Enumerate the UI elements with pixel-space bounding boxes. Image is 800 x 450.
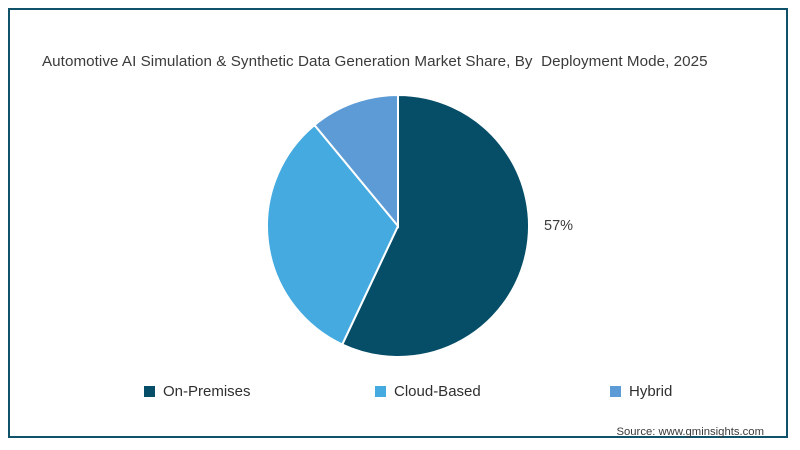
chart-card: Automotive AI Simulation & Synthetic Dat… [8,8,788,438]
legend-item-on-premises[interactable]: On-Premises [144,378,251,404]
chart-legend: On-Premises Cloud-Based Hybrid [10,378,790,404]
page-title: Automotive AI Simulation & Synthetic Dat… [42,53,708,70]
legend-swatch-icon [610,385,621,397]
pie-chart [10,10,790,440]
pie-slice [340,93,530,358]
pie-chart-svg [266,93,530,358]
source-attribution: Source: www.gminsights.com [616,426,764,438]
legend-swatch-icon [375,385,386,397]
legend-swatch-icon [144,385,155,397]
pie-slice-group [266,93,530,358]
legend-item-label: On-Premises [163,382,251,400]
pie-slice [266,123,400,346]
legend-item-label: Hybrid [629,382,673,400]
pie-slice [313,93,399,229]
legend-item-label: Cloud-Based [394,382,481,400]
legend-item-cloud-based[interactable]: Cloud-Based [375,378,481,404]
legend-item-hybrid[interactable]: Hybrid [610,378,672,404]
data-label-on-premises: 57% [544,218,574,234]
